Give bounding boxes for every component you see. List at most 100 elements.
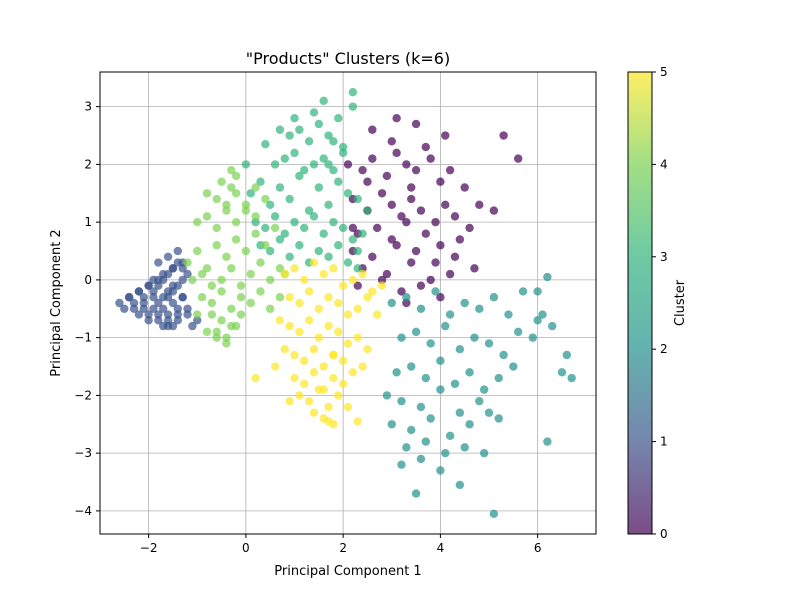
data-point-cluster-5 [343, 310, 353, 319]
data-point-cluster-3 [319, 229, 328, 238]
data-point-cluster-1 [168, 264, 178, 273]
data-point-cluster-3 [329, 137, 338, 146]
data-point-cluster-3 [309, 108, 319, 117]
data-point-cluster-1 [134, 287, 144, 296]
data-point-cluster-0 [470, 264, 479, 273]
data-point-cluster-2 [479, 448, 489, 458]
data-point-cluster-5 [304, 316, 314, 325]
data-point-cluster-2 [504, 310, 513, 319]
data-point-cluster-0 [499, 131, 508, 140]
data-point-cluster-1 [129, 298, 139, 308]
y-tick-label: 3 [84, 100, 92, 114]
data-point-cluster-4 [251, 183, 260, 192]
data-point-cluster-5 [319, 362, 328, 371]
data-point-cluster-4 [236, 310, 246, 319]
data-point-cluster-0 [407, 194, 416, 204]
data-point-cluster-2 [543, 272, 552, 282]
data-point-cluster-0 [411, 165, 421, 175]
data-point-cluster-2 [489, 509, 499, 518]
data-point-cluster-2 [548, 321, 557, 331]
data-point-cluster-4 [275, 293, 285, 302]
data-point-cluster-2 [489, 293, 499, 302]
colorbar-tick-label: 1 [660, 435, 668, 449]
data-point-cluster-0 [421, 142, 431, 152]
data-point-cluster-5 [358, 269, 367, 279]
data-point-cluster-5 [309, 408, 319, 417]
data-point-cluster-0 [387, 200, 396, 210]
data-point-cluster-5 [300, 379, 309, 389]
data-point-cluster-1 [173, 304, 183, 313]
data-point-cluster-5 [334, 391, 343, 400]
data-point-cluster-0 [387, 235, 396, 244]
data-point-cluster-5 [280, 345, 289, 354]
data-point-cluster-4 [256, 258, 265, 267]
data-point-cluster-3 [343, 189, 353, 198]
data-point-cluster-0 [392, 241, 401, 250]
data-point-cluster-4 [222, 206, 231, 215]
data-point-cluster-5 [319, 269, 328, 279]
data-point-cluster-5 [270, 362, 280, 371]
data-point-cluster-0 [411, 246, 421, 256]
data-point-cluster-5 [348, 275, 358, 285]
data-point-cluster-4 [227, 183, 236, 192]
data-point-cluster-2 [460, 443, 469, 452]
data-point-cluster-1 [173, 316, 183, 325]
data-point-cluster-4 [212, 327, 221, 337]
data-point-cluster-4 [241, 200, 251, 210]
data-point-cluster-4 [217, 275, 226, 285]
data-point-cluster-5 [338, 379, 348, 389]
data-point-cluster-2 [445, 310, 455, 319]
data-point-cluster-2 [416, 304, 426, 313]
data-point-cluster-1 [163, 316, 173, 325]
data-point-cluster-1 [144, 281, 153, 290]
data-point-cluster-5 [314, 304, 324, 313]
data-point-cluster-0 [382, 171, 392, 181]
data-point-cluster-5 [353, 417, 362, 426]
data-point-cluster-3 [285, 131, 294, 140]
data-point-cluster-4 [212, 194, 221, 204]
data-point-cluster-4 [188, 275, 197, 285]
data-point-cluster-4 [227, 264, 236, 273]
data-point-cluster-2 [494, 373, 503, 383]
data-point-cluster-3 [270, 212, 280, 221]
data-point-cluster-1 [154, 281, 163, 290]
data-point-cluster-0 [343, 160, 353, 169]
data-point-cluster-1 [159, 304, 168, 313]
data-point-cluster-0 [382, 269, 392, 279]
data-point-cluster-0 [513, 154, 523, 163]
data-point-cluster-2 [426, 339, 435, 348]
data-point-cluster-3 [280, 154, 289, 163]
data-point-cluster-1 [149, 304, 158, 313]
data-point-cluster-5 [372, 310, 382, 319]
data-point-cluster-3 [334, 177, 343, 186]
data-point-cluster-4 [197, 269, 207, 279]
data-point-cluster-3 [265, 200, 275, 210]
data-point-cluster-0 [431, 217, 440, 227]
data-point-cluster-3 [334, 114, 343, 123]
data-point-cluster-0 [436, 293, 445, 302]
data-point-cluster-5 [353, 304, 362, 313]
data-point-cluster-3 [275, 125, 285, 134]
data-point-cluster-4 [265, 304, 275, 313]
data-point-cluster-2 [402, 293, 411, 302]
y-tick-label: −3 [74, 446, 92, 460]
data-point-cluster-2 [557, 368, 567, 377]
data-point-cluster-2 [402, 443, 411, 452]
data-point-cluster-2 [445, 431, 455, 441]
data-point-cluster-4 [217, 177, 226, 186]
data-point-cluster-3 [324, 200, 333, 210]
data-point-cluster-5 [324, 293, 333, 302]
data-point-cluster-3 [348, 235, 358, 244]
data-point-cluster-1 [134, 310, 144, 319]
x-tick-label: 4 [437, 541, 445, 555]
data-point-cluster-5 [338, 281, 348, 290]
data-point-cluster-1 [163, 293, 173, 302]
data-point-cluster-0 [450, 212, 460, 221]
data-point-cluster-3 [246, 189, 255, 198]
data-point-cluster-1 [139, 298, 148, 308]
colorbar-tick-label: 2 [660, 342, 668, 356]
data-point-cluster-0 [445, 269, 455, 279]
data-point-cluster-2 [460, 298, 469, 308]
data-point-cluster-0 [372, 223, 382, 233]
y-tick-label: 0 [84, 273, 92, 287]
